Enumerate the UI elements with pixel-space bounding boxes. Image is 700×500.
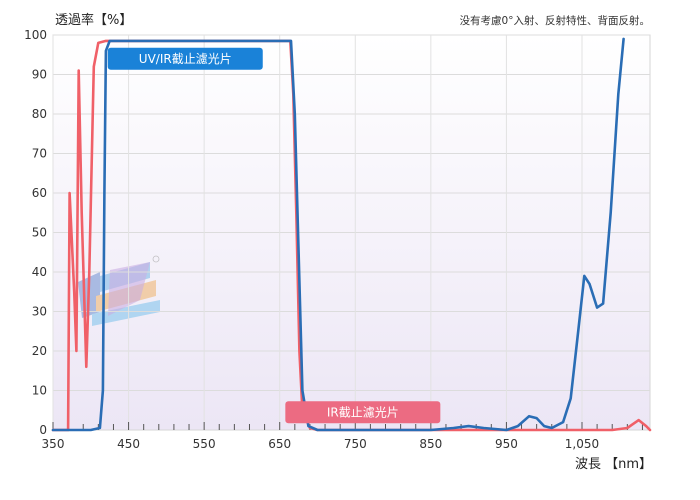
annotation-label: IR截止濾光片: [327, 405, 399, 420]
y-tick-label: 10: [32, 384, 47, 398]
x-tick-label: 650: [268, 437, 291, 451]
x-tick-labels: 350 450 550 650 750 850 950 1,050: [42, 437, 600, 451]
y-tick-label: 80: [32, 107, 47, 121]
x-tick-label: 850: [419, 437, 442, 451]
annotation-badge: [285, 401, 441, 424]
y-tick-label: 90: [32, 68, 47, 82]
x-tick-label: 950: [495, 437, 518, 451]
y-tick-label: 70: [32, 147, 47, 161]
y-tick-label: 30: [32, 305, 47, 319]
annotation-label: UV/IR截止濾光片: [139, 51, 232, 66]
x-tick-label: 350: [42, 437, 65, 451]
x-tick-label: 450: [117, 437, 140, 451]
annotations: UV/IR截止濾光片 IR截止濾光片: [107, 47, 441, 424]
annotation-badge: [107, 47, 263, 70]
x-axis-label: 波長 【nm】: [575, 457, 652, 472]
y-tick-label: 60: [32, 186, 47, 200]
y-tick-label: 40: [32, 265, 47, 279]
chart-note: 没有考慮0°入射、反射特性、背面反射。: [460, 14, 650, 27]
series-line-0: [51, 37, 625, 432]
x-tick-label: 750: [344, 437, 367, 451]
y-tick-labels: 0 10 20 30 40 50 60 70 80 90 100: [24, 28, 47, 437]
y-axis-label: 透過率【%】: [55, 12, 132, 28]
grid: [52, 34, 650, 430]
y-tick-label: 50: [32, 226, 47, 240]
y-tick-label: 20: [32, 344, 47, 358]
x-tick-label: 550: [193, 437, 216, 451]
y-tick-label: 0: [39, 423, 47, 437]
y-tick-label: 100: [24, 28, 47, 42]
series-lines: [51, 37, 652, 432]
x-tick-label: 1,050: [565, 437, 599, 451]
